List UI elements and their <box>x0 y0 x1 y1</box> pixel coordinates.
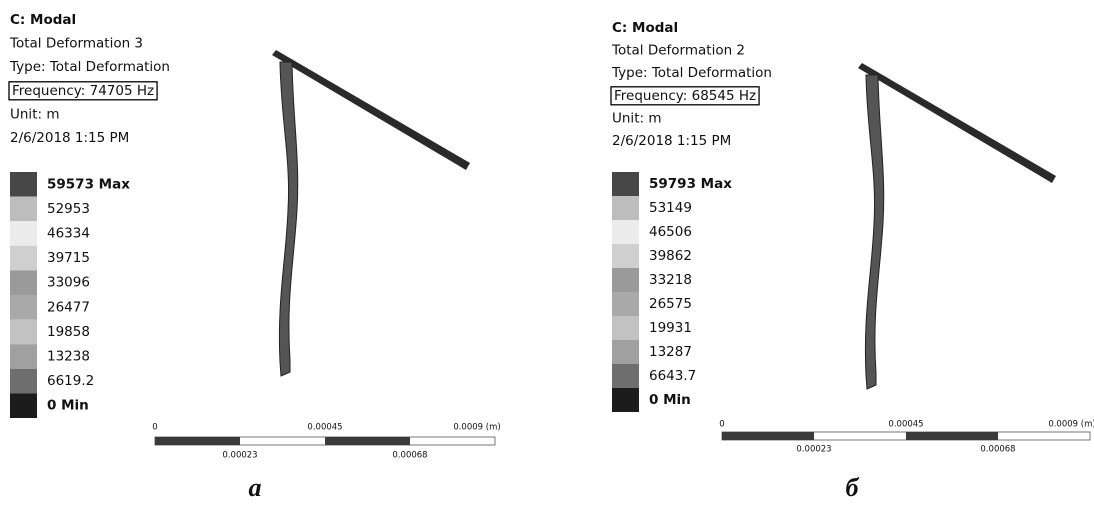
legend-swatch <box>612 172 639 196</box>
info-line: Unit: m <box>10 106 59 122</box>
legend-label: 26477 <box>47 299 90 315</box>
legend-swatch <box>10 320 37 345</box>
legend-label: 46334 <box>47 226 90 242</box>
legend-swatch <box>10 344 37 369</box>
legend-swatch <box>612 388 639 412</box>
legend-swatch <box>612 316 639 340</box>
legend-label: 59793 Max <box>649 176 732 192</box>
legend-label: 6619.2 <box>47 373 94 389</box>
scale-label: 0.00023 <box>796 445 831 455</box>
info-line: Type: Total Deformation <box>9 59 170 75</box>
scale-label: 0.00068 <box>980 445 1015 455</box>
title: C: Modal <box>10 12 76 28</box>
legend-label: 6643.7 <box>649 368 696 384</box>
legend-swatch <box>10 246 37 271</box>
legend-label: 39862 <box>649 248 692 264</box>
legend-label: 52953 <box>47 201 90 217</box>
scale-label: 0 <box>719 420 724 430</box>
scale-seg <box>325 437 410 445</box>
legend-label: 26575 <box>649 296 692 312</box>
legend-swatch <box>612 244 639 268</box>
legend-swatch <box>612 364 639 388</box>
beam-a <box>272 50 470 376</box>
legend-label: 59573 Max <box>47 176 130 192</box>
legend-label: 39715 <box>47 250 90 266</box>
scale-label: 0.00045 <box>888 420 923 430</box>
legend-swatch <box>612 340 639 364</box>
scale-label: 0.00045 <box>307 423 342 433</box>
frequency: Frequency: 68545 Hz <box>614 88 756 104</box>
legend-swatch <box>612 196 639 220</box>
legend-swatch <box>10 295 37 320</box>
scale-label: 0.0009 (m) <box>1048 420 1094 430</box>
info-line: 2/6/2018 1:15 PM <box>612 133 731 149</box>
legend-label: 53149 <box>649 200 692 216</box>
legend-swatch <box>10 393 37 418</box>
caption: а <box>249 473 262 502</box>
scale-label: 0.0009 (m) <box>453 423 500 433</box>
legend-swatch <box>10 172 37 197</box>
legend-swatch <box>10 270 37 295</box>
caption: б <box>846 473 860 502</box>
info-line: Type: Total Deformation <box>611 65 772 81</box>
legend-swatch <box>612 220 639 244</box>
legend-label: 33218 <box>649 272 692 288</box>
info-line: Unit: m <box>612 110 661 126</box>
scale-seg <box>906 432 998 440</box>
scale-seg <box>722 432 814 440</box>
figure: C: Modal Total Deformation 3 Type: Total D… <box>0 0 1094 503</box>
legend-swatch <box>10 221 37 246</box>
info-line: 2/6/2018 1:15 PM <box>10 130 129 146</box>
beam-b <box>858 63 1056 389</box>
legend-label: 13238 <box>47 349 90 365</box>
title: C: Modal <box>612 20 678 36</box>
scale-label: 0.00023 <box>222 451 257 461</box>
frequency: Frequency: 74705 Hz <box>12 83 154 99</box>
scale-seg <box>155 437 240 445</box>
legend-swatch <box>10 369 37 394</box>
legend-swatch <box>612 268 639 292</box>
scale-label: 0.00068 <box>392 451 427 461</box>
legend-label: 13287 <box>649 344 692 360</box>
legend-label: 19931 <box>649 320 692 336</box>
legend-label: 0 Min <box>47 398 89 414</box>
legend-label: 33096 <box>47 275 90 291</box>
info-line: Total Deformation 3 <box>9 36 143 52</box>
scale-label: 0 <box>152 423 157 433</box>
legend-label: 46506 <box>649 224 692 240</box>
legend-label: 19858 <box>47 324 90 340</box>
legend-label: 0 Min <box>649 392 691 408</box>
legend-swatch <box>10 197 37 222</box>
legend-swatch <box>612 292 639 316</box>
info-line: Total Deformation 2 <box>611 43 745 59</box>
